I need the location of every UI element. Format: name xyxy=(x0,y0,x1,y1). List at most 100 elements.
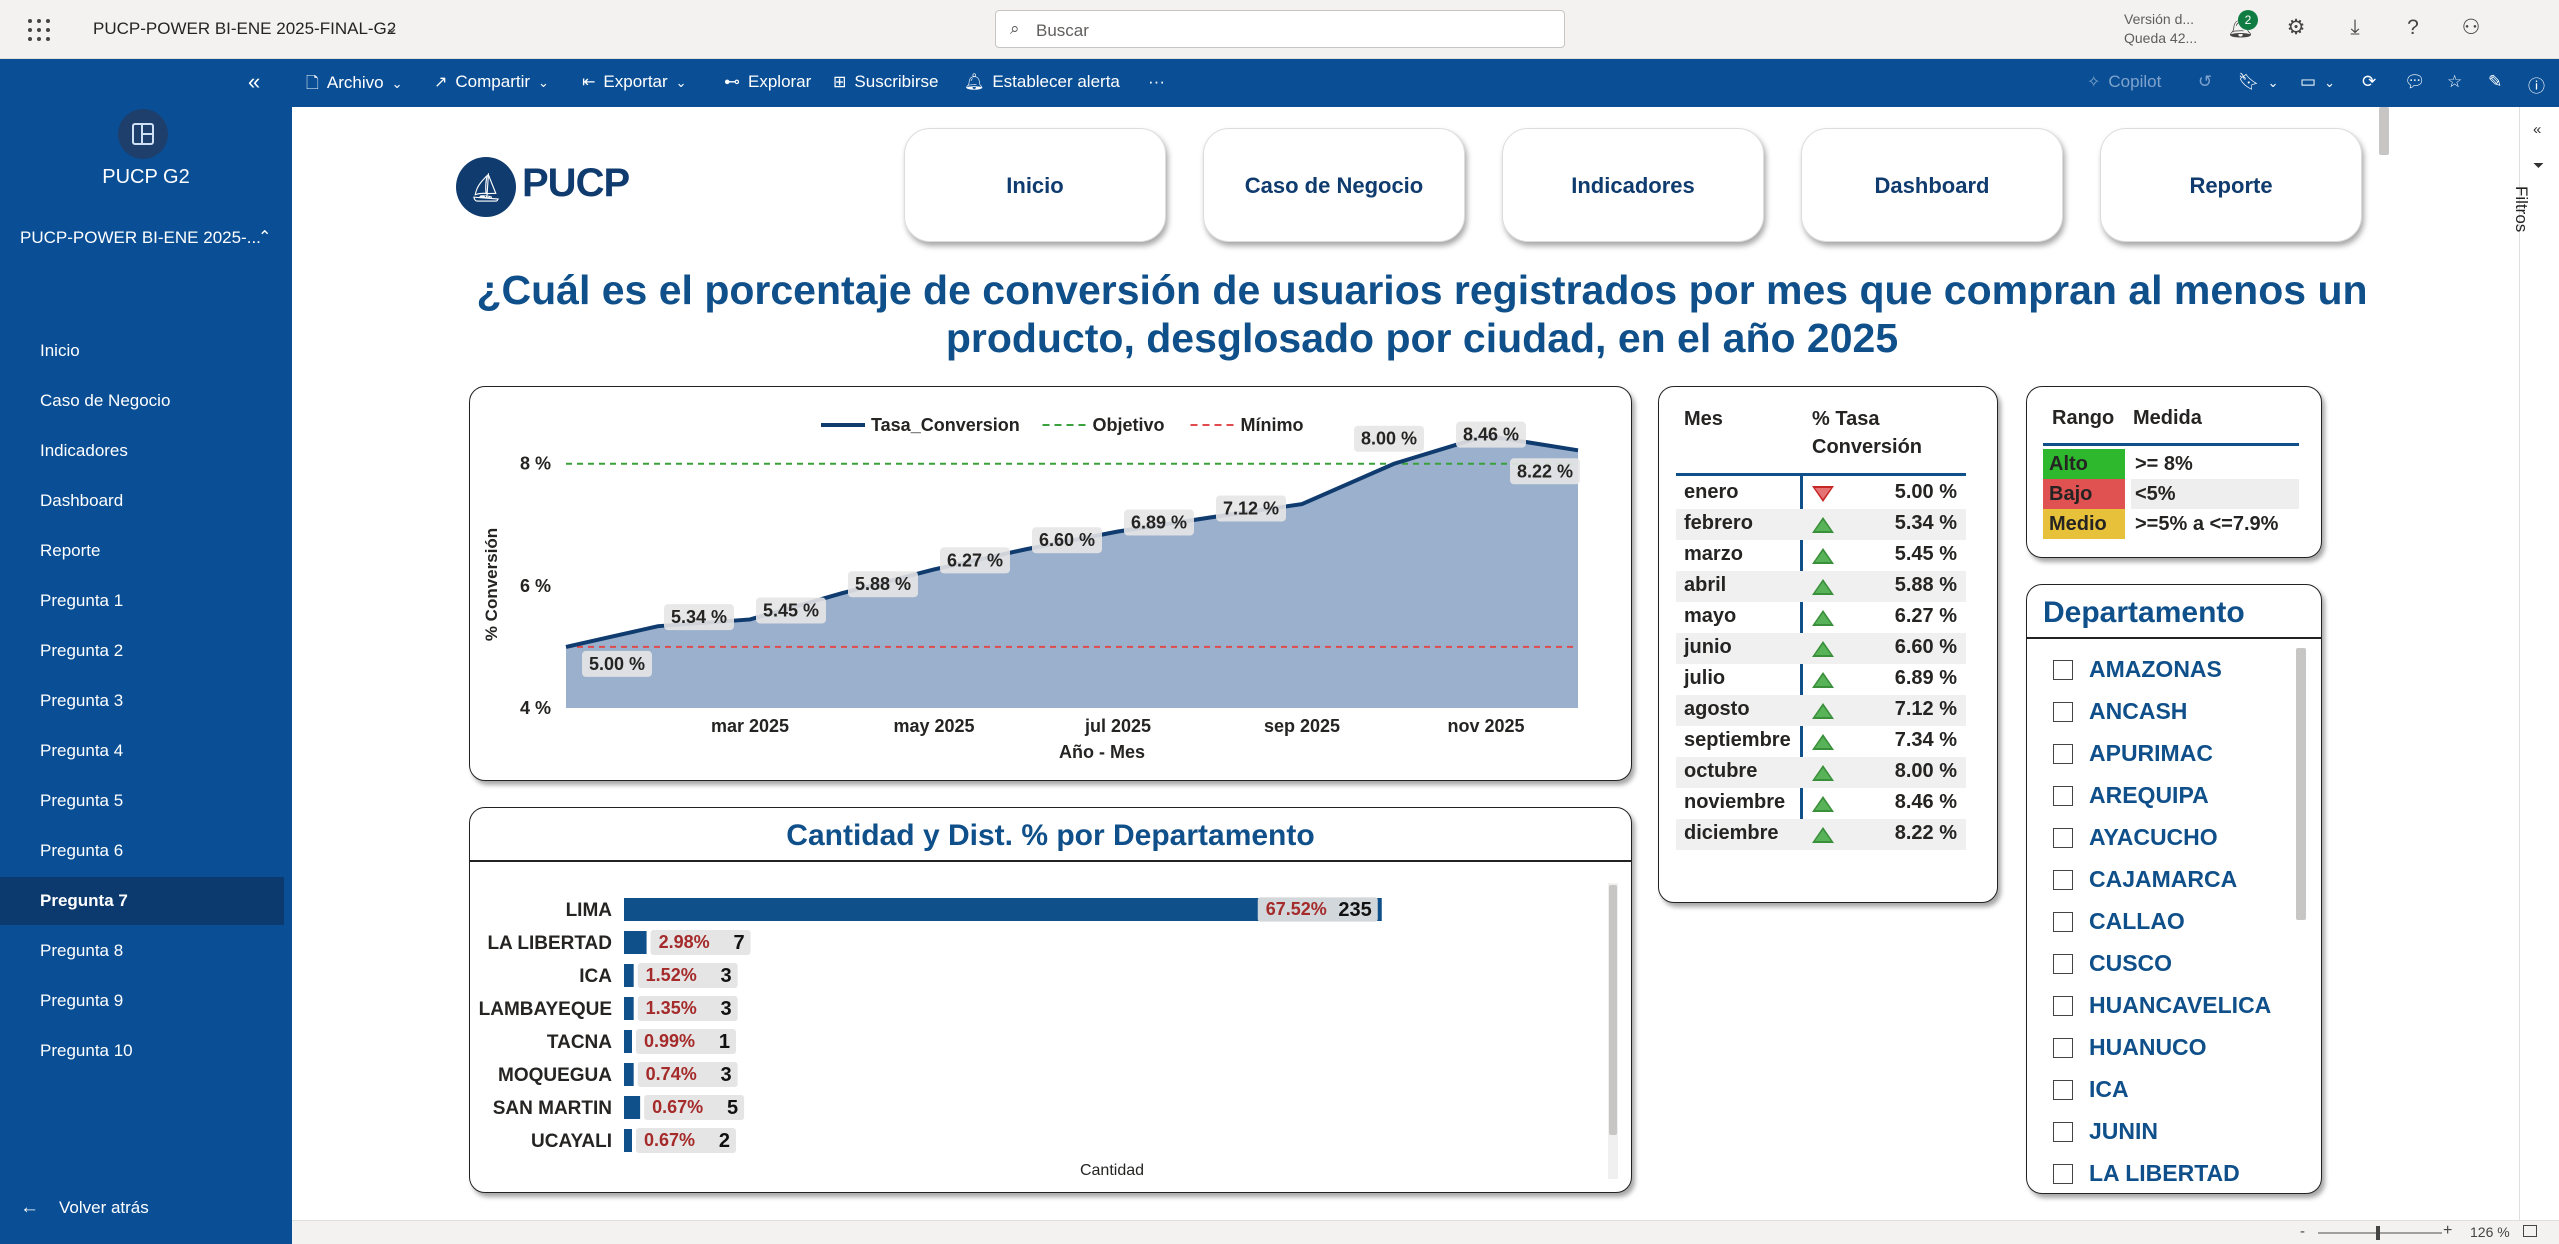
nav-item[interactable]: Pregunta 5 xyxy=(40,791,124,810)
reset-icon[interactable]: ↺ xyxy=(2198,72,2213,91)
app-launcher-icon[interactable] xyxy=(28,19,50,41)
view-icon[interactable]: ▭ ⌄ xyxy=(2300,72,2335,91)
zoom-slider[interactable] xyxy=(2318,1232,2442,1234)
triangle-up-icon xyxy=(1812,641,1834,657)
info-icon[interactable]: ⓘ xyxy=(2528,77,2545,96)
range-label: Bajo xyxy=(2043,479,2125,509)
triangle-down-icon xyxy=(1812,486,1834,502)
download-icon[interactable]: ⤓ xyxy=(2350,16,2360,39)
filters-pane[interactable]: « ⏷ xyxy=(2519,107,2559,1220)
nav-item[interactable]: Pregunta 6 xyxy=(40,841,124,860)
data-label: 8.22 % xyxy=(1510,458,1580,485)
report-nav-button[interactable]: Inicio xyxy=(904,128,1166,242)
suscribirse-button[interactable]: ⊞ Suscribirse xyxy=(833,72,939,92)
category-label: UCAYALI xyxy=(531,1131,612,1152)
bar-chart-scrollbar[interactable] xyxy=(1609,885,1617,1135)
people-icon[interactable]: ⚇ xyxy=(2461,16,2481,39)
nav-item[interactable]: Reporte xyxy=(40,541,101,560)
zoom-in-button[interactable]: + xyxy=(2443,1222,2453,1239)
kpi-table-row[interactable]: septiembre 7.34 % xyxy=(1676,726,1966,757)
checkbox[interactable] xyxy=(2053,870,2073,890)
workspace-title[interactable]: PUCP-POWER BI-ENE 2025-FINAL-G2 xyxy=(93,19,397,38)
edit-icon[interactable]: ✎ xyxy=(2488,72,2503,91)
checkbox[interactable] xyxy=(2053,786,2073,806)
checkbox[interactable] xyxy=(2053,744,2073,764)
chevron-up-icon[interactable]: ⌃ xyxy=(258,229,272,246)
checkbox[interactable] xyxy=(2053,1038,2073,1058)
department-slicer-card[interactable]: Departamento xyxy=(2026,584,2322,1194)
checkbox[interactable] xyxy=(2053,1164,2073,1184)
star-icon[interactable]: ☆ xyxy=(2447,72,2463,91)
checkbox[interactable] xyxy=(2053,702,2073,722)
collapse-nav-icon[interactable]: « xyxy=(248,69,261,94)
nav-item[interactable]: Dashboard xyxy=(40,491,124,510)
kpi-table-row[interactable]: abril 5.88 % xyxy=(1676,571,1966,602)
report-nav-button[interactable]: Reporte xyxy=(2100,128,2362,242)
nav-item[interactable]: Pregunta 8 xyxy=(40,941,124,960)
comment-icon[interactable]: 💬︎ xyxy=(2404,72,2426,91)
conversion-line-chart[interactable]: 5.00 % 5.34 % 5.45 % 5.88 % 6.27 % 6.60 % 6.89… xyxy=(469,386,1632,781)
nav-item[interactable]: Pregunta 1 xyxy=(40,591,124,610)
report-nav-button[interactable]: Indicadores xyxy=(1502,128,1764,242)
checkbox[interactable] xyxy=(2053,996,2073,1016)
vertical-scrollbar[interactable] xyxy=(2379,107,2389,155)
kpi-table-row[interactable]: agosto 7.12 % xyxy=(1676,695,1966,726)
archivo-menu[interactable]: 🗋︎ Archivo ⌄ xyxy=(306,72,402,99)
top-bar: PUCP-POWER BI-ENE 2025-FINAL-G2 ⌄ ⌕ Busc… xyxy=(0,0,2559,59)
gear-icon[interactable]: ⚙ xyxy=(2286,16,2306,39)
filters-label[interactable]: Filtros xyxy=(2512,186,2531,233)
nav-item[interactable]: Pregunta 10 xyxy=(40,1041,133,1060)
kpi-table-row[interactable]: diciembre 8.22 % xyxy=(1676,819,1966,850)
checkbox[interactable] xyxy=(2053,828,2073,848)
kpi-table-row[interactable]: febrero 5.34 % xyxy=(1676,509,1966,540)
zoom-out-button[interactable]: - xyxy=(2300,1223,2305,1240)
nav-item[interactable]: Pregunta 3 xyxy=(40,691,124,710)
kpi-table-row[interactable]: octubre 8.00 % xyxy=(1676,757,1966,788)
kpi-table-row[interactable]: enero 5.00 % xyxy=(1676,478,1966,509)
checkbox[interactable] xyxy=(2053,1080,2073,1100)
report-name[interactable]: PUCP-POWER BI-ENE 2025-... xyxy=(20,228,261,247)
report-nav-button[interactable]: Caso de Negocio xyxy=(1203,128,1465,242)
expand-filters-icon[interactable]: « xyxy=(2533,121,2542,138)
data-label: 8.46 % xyxy=(1456,421,1526,448)
kpi-table-row[interactable]: julio 6.89 % xyxy=(1676,664,1966,695)
copilot-button[interactable]: ✧ Copilot xyxy=(2087,72,2161,92)
nav-item[interactable]: Pregunta 2 xyxy=(40,641,124,660)
version-info[interactable]: Versión d... Queda 42... xyxy=(2124,10,2197,48)
nav-item[interactable]: Pregunta 7 xyxy=(0,877,284,925)
nav-item[interactable]: Caso de Negocio xyxy=(40,391,171,410)
nav-item[interactable]: Inicio xyxy=(40,341,80,360)
x-tick-label: may 2025 xyxy=(893,716,974,736)
exportar-menu[interactable]: ⇤ Exportar ⌄ xyxy=(582,72,687,92)
checkbox[interactable] xyxy=(2053,660,2073,680)
search-box[interactable]: ⌕ Buscar xyxy=(995,10,1565,48)
nav-item[interactable]: Indicadores xyxy=(40,441,128,460)
compartir-menu[interactable]: ↗ Compartir ⌄ xyxy=(434,72,549,92)
checkbox[interactable] xyxy=(2053,912,2073,932)
explorar-button[interactable]: ⊷ Explorar xyxy=(724,72,811,92)
zoom-slider-thumb[interactable] xyxy=(2376,1226,2380,1240)
more-options-button[interactable]: ··· xyxy=(1148,72,1165,91)
fit-to-page-icon[interactable] xyxy=(2523,1225,2537,1237)
nav-item[interactable]: Pregunta 9 xyxy=(40,991,124,1010)
x-axis-title: Cantidad xyxy=(1080,1162,1144,1179)
kpi-table-row[interactable]: noviembre 8.46 % xyxy=(1676,788,1966,819)
x-tick-label: mar 2025 xyxy=(711,716,789,736)
report-nav-button[interactable]: Dashboard xyxy=(1801,128,2063,242)
establecer-alerta-button[interactable]: 🔔︎ Establecer alerta xyxy=(964,72,1120,92)
kpi-table-row[interactable]: junio 6.60 % xyxy=(1676,633,1966,664)
chevron-down-icon[interactable]: ⌄ xyxy=(385,20,399,37)
back-button[interactable]: ← Volver atrás xyxy=(20,1197,149,1219)
nav-item[interactable]: Pregunta 4 xyxy=(40,741,124,760)
kpi-table-row[interactable]: marzo 5.45 % xyxy=(1676,540,1966,571)
bookmark-icon[interactable]: 🔖︎ ⌄ xyxy=(2238,72,2279,91)
refresh-icon[interactable]: ⟳ xyxy=(2362,72,2377,91)
slicer-scrollbar[interactable] xyxy=(2296,648,2306,920)
checkbox[interactable] xyxy=(2053,954,2073,974)
checkbox[interactable] xyxy=(2053,1122,2073,1142)
kpi-table-row[interactable]: mayo 6.27 % xyxy=(1676,602,1966,633)
help-icon[interactable]: ? xyxy=(2407,16,2419,39)
rate-cell: 7.34 % xyxy=(1894,729,1957,751)
svg-text:6.89 %: 6.89 % xyxy=(1131,513,1187,533)
